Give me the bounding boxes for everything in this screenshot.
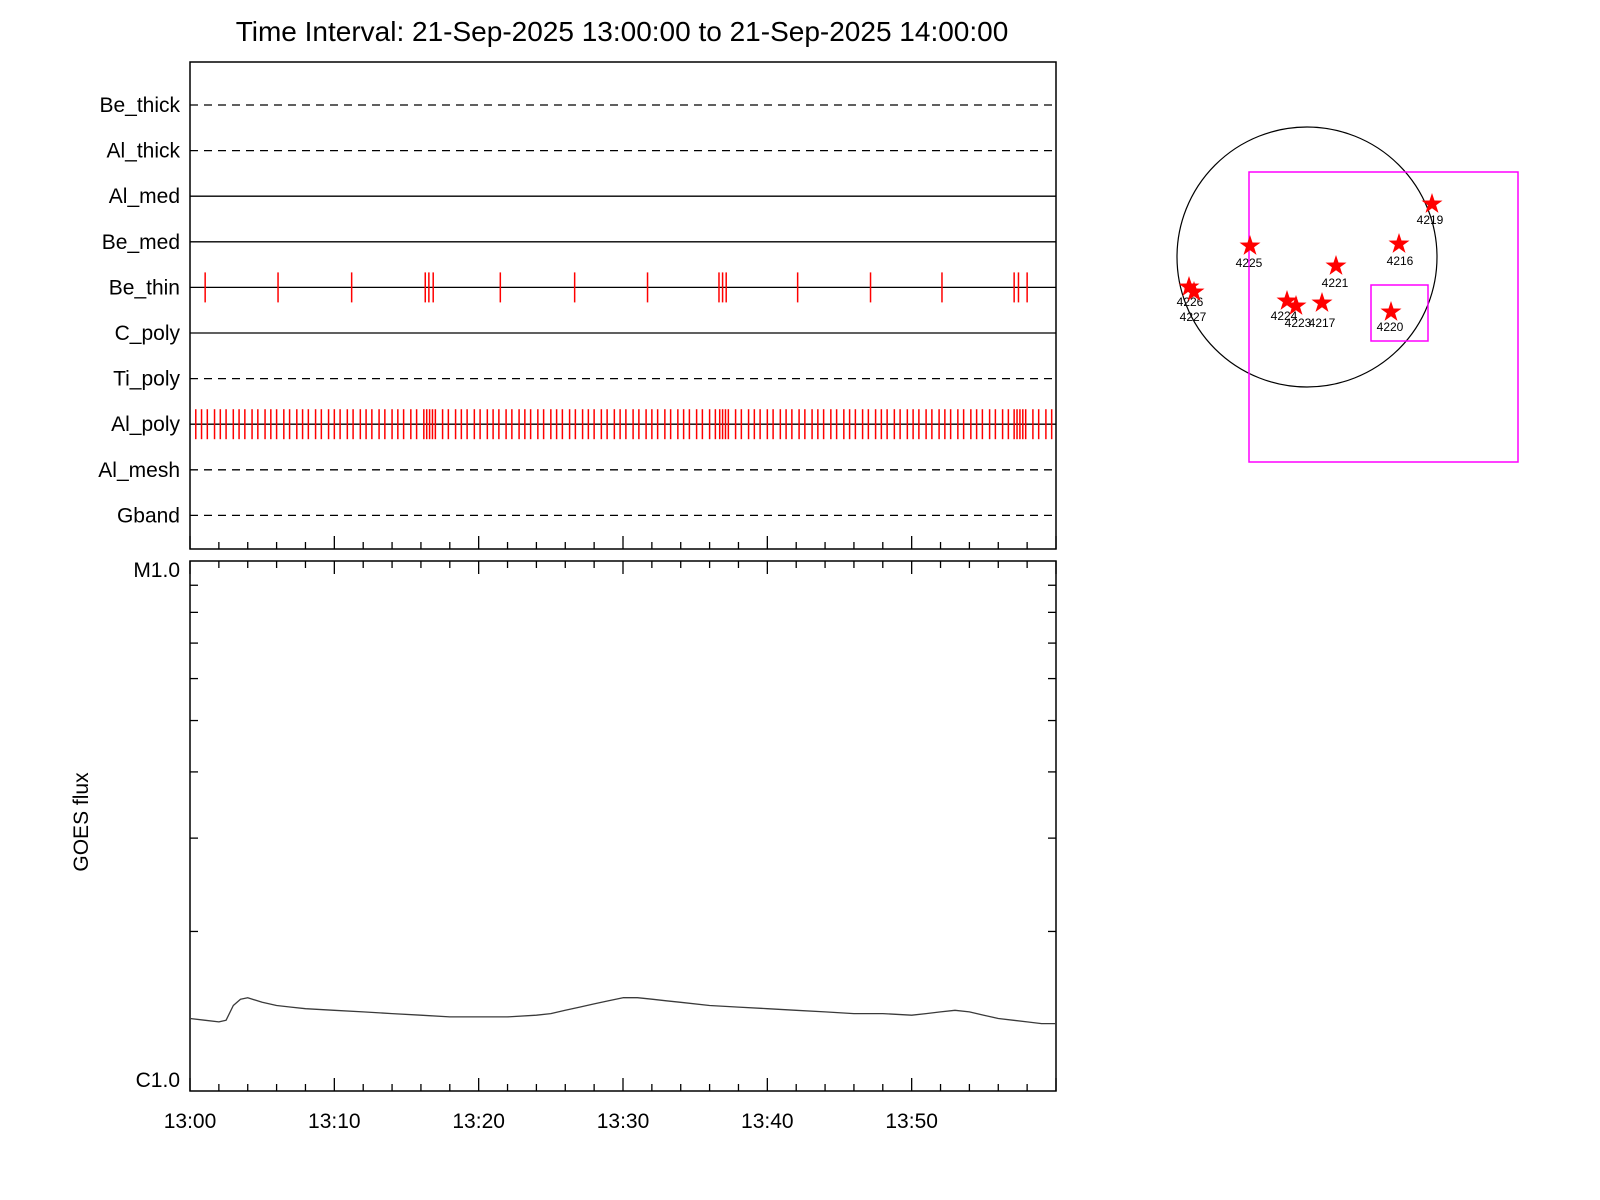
filter-timeline-panel: Be_thick Al_thick Al_med Be_med Be_thin C_pol…: [98, 61, 1057, 550]
filter-row-label-Be_thin: Be_thin: [109, 276, 180, 299]
active-region-label-4219: 4219: [1417, 213, 1444, 227]
goes-ymin-label: C1.0: [136, 1069, 180, 1092]
active-region-star-4217: [1311, 292, 1333, 312]
filter-row-label-Gband: Gband: [117, 504, 180, 527]
goes-panel-frame: [189, 560, 1057, 1092]
active-region-label-4223: 4223: [1285, 316, 1312, 330]
filter-row-label-Ti_poly: Ti_poly: [113, 368, 180, 391]
active-region-label-4216: 4216: [1387, 254, 1414, 268]
goes-line-group: [189, 997, 1056, 1025]
active-region-label-4227: 4227: [1180, 310, 1207, 324]
x-tick-label-13:10: 13:10: [308, 1110, 361, 1133]
x-tick-label-13:40: 13:40: [741, 1110, 794, 1133]
x-tick-label-13:30: 13:30: [597, 1110, 650, 1133]
filter-row-label-Al_med: Al_med: [109, 185, 180, 208]
filter-row-label-Al_mesh: Al_mesh: [98, 459, 180, 482]
filter-row-label-Be_med: Be_med: [102, 231, 180, 254]
fov-box-full-fov: [1248, 171, 1519, 463]
goes-ymax-label: M1.0: [133, 559, 180, 582]
goes-flux-line: [189, 997, 1056, 1025]
filter-row-label-Al_thick: Al_thick: [106, 140, 180, 163]
filter-row-label-Be_thick: Be_thick: [99, 94, 180, 117]
solar-limb-circle: [1176, 126, 1438, 388]
active-region-star-4216: [1388, 233, 1410, 253]
active-region-label-4221: 4221: [1322, 276, 1349, 290]
filter-rows: Be_thick Al_thick Al_med Be_med Be_thin C_pol…: [98, 94, 1056, 527]
active-region-star-4221: [1325, 255, 1347, 275]
active-region-label-4226: 4226: [1177, 295, 1204, 309]
x-tick-label-13:20: 13:20: [452, 1110, 505, 1133]
active-region-label-4217: 4217: [1309, 316, 1336, 330]
active-region-star-4224: [1276, 290, 1298, 310]
active-region-star-4225: [1239, 235, 1261, 255]
active-region-star-4220: [1380, 301, 1402, 321]
active-region-star-4219: [1421, 193, 1443, 213]
x-tick-label-13:50: 13:50: [885, 1110, 938, 1133]
goes-axis-title: GOES flux: [70, 772, 93, 872]
active-region-star-4226: [1178, 276, 1200, 296]
goes-flux-panel: M1.0 C1.0 GOES flux: [70, 559, 1057, 1092]
figure-title: Time Interval: 21-Sep-2025 13:00:00 to 2…: [236, 16, 1009, 47]
active-region-star-4227: [1183, 281, 1205, 301]
filter-panel-frame: [189, 61, 1057, 550]
active-region-star-4223: [1285, 295, 1307, 315]
filter-row-label-C_poly: C_poly: [115, 322, 181, 345]
active-region-label-4225: 4225: [1236, 256, 1263, 270]
active-region-label-4220: 4220: [1377, 320, 1404, 334]
axis-ticks: 13:00 13:10 13:20 13:30 13:40 13:50: [164, 536, 1057, 1133]
filter-row-label-Al_poly: Al_poly: [111, 413, 180, 436]
fov-box-target-fov: [1370, 284, 1429, 342]
x-tick-label-13:00: 13:00: [164, 1110, 217, 1133]
